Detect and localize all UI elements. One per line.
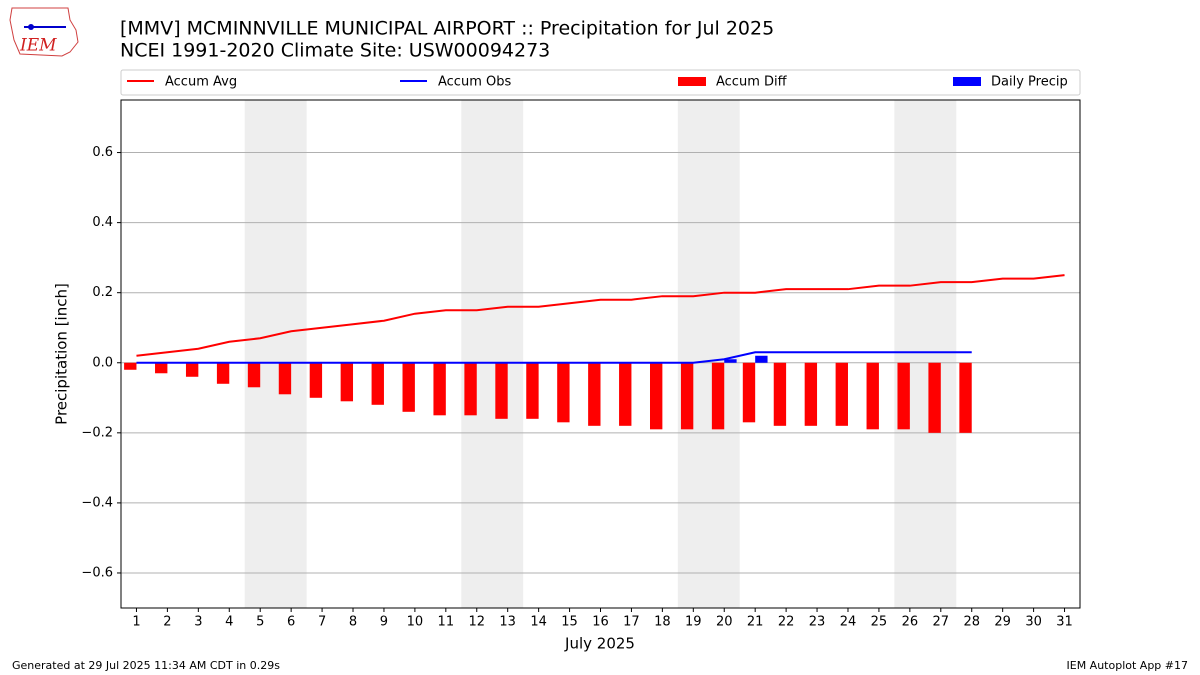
- bar: [680, 362, 694, 430]
- x-tick-label: 10: [407, 615, 424, 630]
- bar: [557, 362, 570, 423]
- chart-subtitle: NCEI 1991-2020 Climate Site: USW00094273: [120, 40, 550, 62]
- logo-text: IEM: [19, 36, 57, 56]
- x-tick-label: 22: [778, 615, 795, 630]
- bar: [959, 362, 972, 433]
- legend-box: [120, 69, 1081, 96]
- bar: [216, 362, 230, 384]
- weekend-shade: [894, 100, 957, 608]
- bar: [124, 362, 137, 370]
- x-tick-label: 26: [902, 615, 919, 630]
- x-tick-label: 5: [256, 615, 264, 630]
- x-tick-label: 20: [716, 615, 733, 630]
- x-tick-label: 13: [499, 615, 516, 630]
- bar: [402, 362, 415, 412]
- y-tick-label: −0.2: [81, 425, 113, 440]
- bar: [526, 362, 539, 419]
- x-tick-label: 18: [654, 615, 671, 630]
- x-tick-label: 27: [933, 615, 950, 630]
- bar: [897, 362, 910, 430]
- y-tick-label: 0.6: [92, 145, 113, 160]
- legend-label: Accum Diff: [716, 75, 788, 90]
- bar: [340, 362, 354, 402]
- x-tick-label: 11: [438, 615, 455, 630]
- bar: [724, 359, 737, 363]
- x-axis-label: July 2025: [564, 635, 635, 653]
- footer-right: IEM Autoplot App #17: [1067, 659, 1189, 672]
- bar: [464, 362, 477, 416]
- bar: [619, 362, 632, 426]
- legend-label: Accum Obs: [438, 75, 511, 90]
- x-tick-label: 2: [163, 615, 171, 630]
- x-tick-label: 12: [468, 615, 485, 630]
- bar: [742, 362, 756, 423]
- y-tick-label: 0.0: [92, 355, 113, 370]
- bar: [649, 362, 663, 430]
- x-tick-label: 29: [994, 615, 1011, 630]
- y-axis-label: Precipitation [inch]: [53, 283, 71, 425]
- y-tick-label: 0.2: [92, 285, 113, 300]
- x-tick-label: 23: [809, 615, 826, 630]
- bar: [247, 362, 261, 388]
- x-tick-label: 7: [318, 615, 326, 630]
- x-tick-label: 31: [1056, 615, 1073, 630]
- x-tick-label: 6: [287, 615, 295, 630]
- bar: [866, 362, 879, 430]
- x-tick-label: 19: [685, 615, 702, 630]
- x-tick-label: 30: [1025, 615, 1042, 630]
- legend-swatch: [678, 77, 706, 86]
- logo-dot: [28, 24, 34, 30]
- bar: [588, 362, 601, 426]
- bar: [433, 362, 446, 416]
- x-tick-label: 8: [349, 615, 357, 630]
- y-tick-label: −0.6: [81, 565, 113, 580]
- bar: [495, 362, 508, 419]
- chart-title: [MMV] MCMINNVILLE MUNICIPAL AIRPORT :: P…: [120, 18, 774, 40]
- bar: [371, 362, 384, 405]
- bar: [755, 355, 768, 363]
- bar: [773, 362, 787, 426]
- x-tick-label: 17: [623, 615, 640, 630]
- logo-outline: [9, 7, 79, 57]
- x-tick-label: 15: [561, 615, 578, 630]
- x-tick-label: 28: [963, 615, 980, 630]
- bar: [155, 362, 168, 374]
- line: [136, 351, 972, 364]
- weekend-shade: [461, 100, 524, 608]
- bar: [804, 362, 818, 426]
- bar: [278, 362, 292, 395]
- line: [136, 274, 1065, 357]
- y-tick-label: −0.4: [81, 495, 113, 510]
- x-tick-label: 16: [592, 615, 609, 630]
- x-tick-label: 14: [530, 615, 547, 630]
- bar: [185, 362, 199, 377]
- footer-left: Generated at 29 Jul 2025 11:34 AM CDT in…: [12, 659, 280, 672]
- weekend-shade: [244, 100, 307, 608]
- bar: [309, 362, 323, 398]
- x-tick-label: 21: [747, 615, 764, 630]
- logo: IEM: [9, 7, 79, 57]
- bar: [711, 362, 725, 430]
- legend-swatch: [953, 77, 981, 86]
- legend-label: Daily Precip: [991, 75, 1068, 90]
- x-tick-label: 25: [871, 615, 888, 630]
- legend-label: Accum Avg: [165, 75, 237, 90]
- x-tick-label: 3: [194, 615, 202, 630]
- plot-frame: [120, 99, 1081, 609]
- bar: [928, 362, 941, 433]
- y-tick-label: 0.4: [92, 215, 113, 230]
- x-tick-label: 4: [225, 615, 233, 630]
- bar: [835, 362, 848, 426]
- x-tick-label: 1: [132, 615, 140, 630]
- weekend-shade: [677, 100, 740, 608]
- x-tick-label: 24: [840, 615, 857, 630]
- x-tick-label: 9: [380, 615, 388, 630]
